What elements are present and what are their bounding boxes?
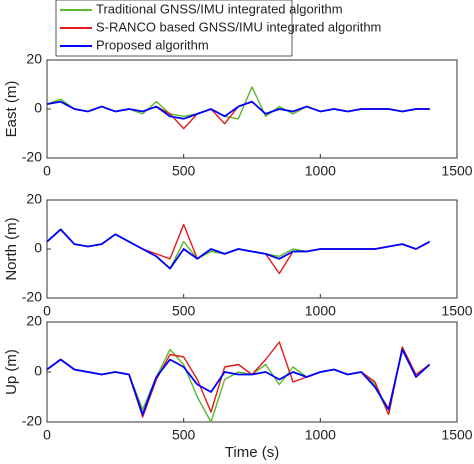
axes-box	[46, 321, 458, 423]
x-tick-label: 1500	[441, 163, 472, 179]
y-axis-label: East (m)	[3, 81, 20, 138]
x-tick-label: 0	[43, 427, 51, 443]
y-tick-label: -20	[22, 289, 42, 305]
y-axis-label: Up (m)	[3, 349, 20, 395]
x-tick-label: 0	[43, 163, 51, 179]
x-tick-label: 1000	[305, 427, 336, 443]
series-line	[46, 100, 430, 120]
y-tick-label: 0	[34, 240, 42, 256]
series-line	[46, 228, 431, 270]
x-tick-label: 500	[172, 427, 196, 443]
series-line	[46, 348, 431, 416]
x-tick-label: 500	[172, 303, 196, 319]
legend-label: Traditional GNSS/IMU integrated algorith…	[96, 1, 343, 16]
x-tick-label: 1500	[441, 303, 472, 319]
axes-box	[46, 199, 458, 299]
x-tick-label: 1500	[441, 427, 472, 443]
x-tick-label: 500	[172, 163, 196, 179]
y-axis-label: North (m)	[3, 217, 20, 280]
x-tick-label: 1000	[305, 163, 336, 179]
legend-label: Proposed algorithm	[96, 37, 209, 52]
y-tick-label: 20	[26, 313, 42, 329]
legend-label: S-RANCO based GNSS/IMU integrated algori…	[96, 19, 381, 34]
x-tick-label: 1000	[305, 303, 336, 319]
y-tick-label: -20	[22, 413, 42, 429]
x-tick-label: 0	[43, 303, 51, 319]
y-tick-label: 0	[34, 100, 42, 116]
y-tick-label: -20	[22, 149, 42, 165]
y-tick-label: 20	[26, 51, 42, 67]
x-axis-label: Time (s)	[225, 444, 279, 461]
legend-box	[55, 0, 293, 57]
y-tick-label: 20	[26, 191, 42, 207]
y-tick-label: 0	[34, 363, 42, 379]
